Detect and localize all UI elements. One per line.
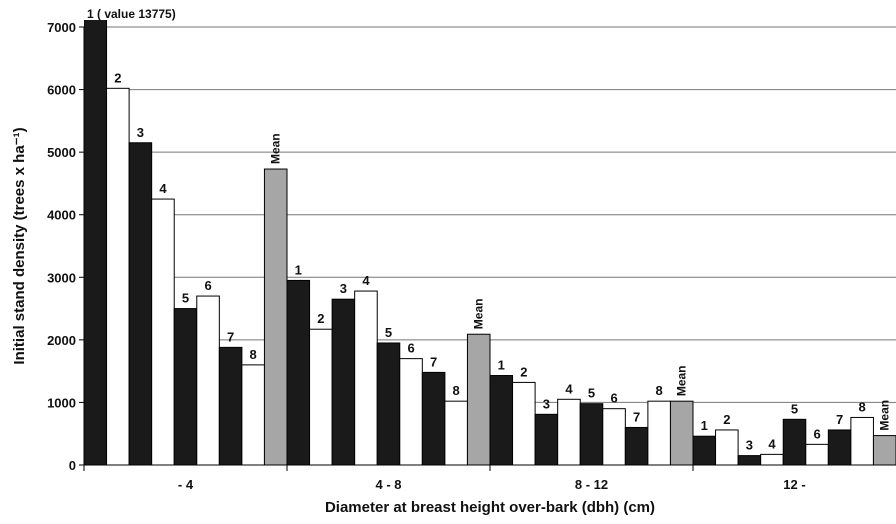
bar (805, 443, 829, 466)
bar-label: 6 (610, 391, 617, 406)
bar (602, 408, 626, 466)
bar (173, 308, 198, 466)
bar-label: 6 (204, 278, 211, 293)
bar-label: 1 (498, 358, 505, 373)
x-axis-label: Diameter at breast height over-bark (dbh… (325, 499, 655, 516)
bar-label: 5 (588, 386, 595, 401)
x-tick-label: 12 - (783, 477, 805, 492)
bar (331, 298, 356, 466)
bar (512, 381, 536, 466)
bar-label: Mean (878, 400, 892, 431)
bar (624, 426, 649, 466)
bar-label: 3 (746, 438, 753, 453)
bar-label: 4 (768, 436, 776, 451)
bar-label: 7 (836, 412, 843, 427)
bar-label: Mean (675, 365, 689, 396)
bar (872, 435, 896, 466)
y-tick-label: 2000 (47, 333, 76, 348)
bar-label: Mean (269, 133, 283, 164)
bar (715, 429, 739, 466)
bar-label: 3 (543, 396, 550, 411)
bar-label: 8 (859, 399, 866, 414)
bar-label: 5 (182, 291, 189, 306)
bar-label: 5 (791, 401, 798, 416)
y-tick-label: 6000 (47, 83, 76, 98)
bar (827, 429, 852, 466)
bar-label: 5 (385, 325, 392, 340)
bar (421, 371, 446, 466)
bar (196, 295, 220, 466)
bar-label: 4 (362, 273, 370, 288)
bar (466, 333, 491, 466)
bar-label: 6 (407, 341, 414, 356)
bar (534, 413, 559, 466)
bar-label: 1 (295, 262, 302, 277)
bar (669, 400, 694, 466)
bar (782, 418, 807, 466)
bar-label: 7 (227, 329, 234, 344)
bar (444, 400, 468, 466)
bar (850, 416, 874, 466)
bar (489, 375, 514, 466)
y-tick-label: 4000 (47, 208, 76, 223)
bar-label: 1 (701, 418, 708, 433)
bar (760, 453, 784, 466)
bar (263, 168, 288, 466)
bar (647, 400, 671, 466)
bar-label: 8 (453, 383, 460, 398)
x-tick-label: 4 - 8 (375, 477, 401, 492)
bar-label: 6 (813, 426, 820, 441)
bar (579, 403, 604, 466)
bar-label: 3 (137, 125, 144, 140)
bar (151, 198, 175, 466)
bar-label: 8 (250, 347, 257, 362)
bar-label: 7 (633, 409, 640, 424)
bar-label: 2 (317, 311, 324, 326)
bars (84, 20, 896, 466)
y-tick-label: 3000 (47, 270, 76, 285)
bar (128, 142, 153, 466)
bar (84, 20, 108, 466)
bar (692, 435, 717, 466)
bar-label: 2 (723, 412, 730, 427)
x-tick-label: 8 - 12 (575, 477, 608, 492)
bar (737, 455, 762, 466)
bar (354, 290, 378, 466)
bar-label: 4 (159, 181, 167, 196)
annotation: 1 ( value 13775) (87, 7, 176, 21)
y-tick-label: 1000 (47, 395, 76, 410)
bar-label: Mean (472, 299, 486, 330)
bar-label: 4 (565, 381, 573, 396)
bar (376, 342, 401, 466)
bar (106, 87, 130, 466)
bar-label: 3 (340, 281, 347, 296)
x-tick-label: - 4 (178, 477, 194, 492)
bar-label: 2 (520, 364, 527, 379)
bar (286, 279, 311, 466)
bar (309, 328, 333, 466)
bar-label: 7 (430, 354, 437, 369)
bar (557, 398, 581, 466)
y-tick-label: 7000 (47, 20, 76, 35)
bar (218, 346, 243, 466)
bar (241, 364, 265, 466)
bar-label: 8 (656, 383, 663, 398)
bar (399, 358, 423, 466)
y-axis-label: Initial stand density (trees x ha⁻¹) (11, 127, 28, 364)
bar-label: 2 (114, 70, 121, 85)
y-tick-label: 0 (69, 458, 76, 473)
y-tick-label: 5000 (47, 145, 76, 160)
